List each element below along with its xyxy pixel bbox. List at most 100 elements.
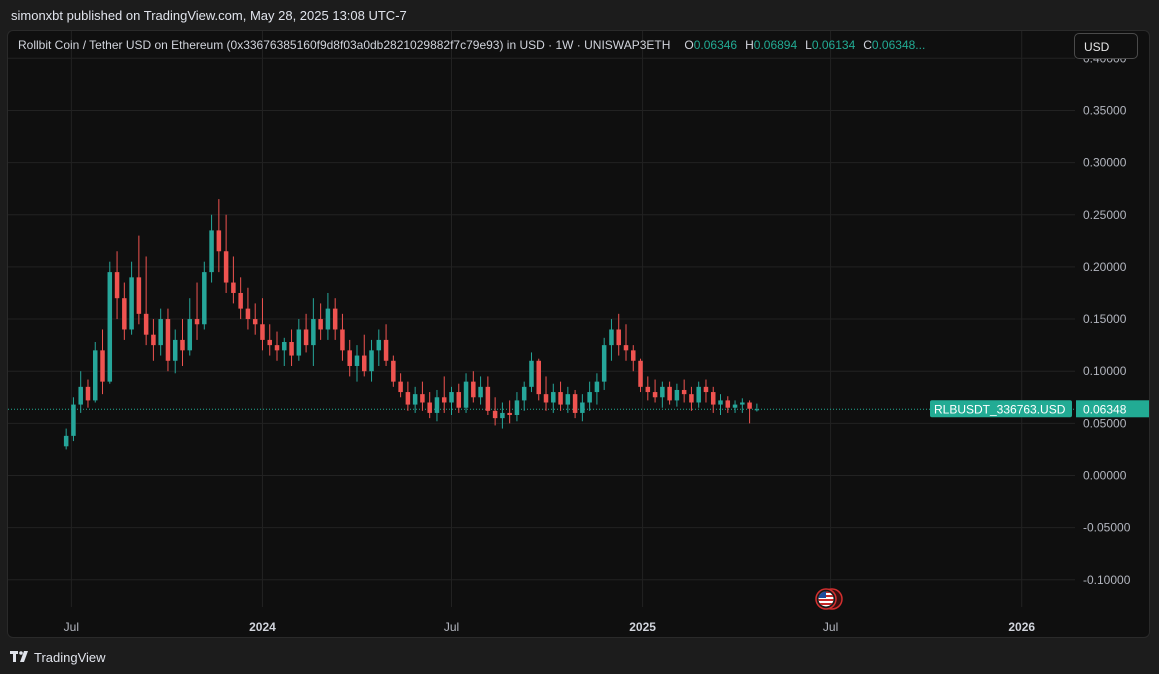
candle[interactable] [551,383,556,413]
candle[interactable] [601,337,607,390]
candle[interactable] [747,400,752,424]
candle[interactable] [434,389,440,422]
candle[interactable] [187,298,193,356]
candle[interactable] [507,400,512,424]
candle[interactable] [543,376,549,411]
candle[interactable] [114,251,120,320]
candle[interactable] [398,373,403,398]
candle[interactable] [71,397,76,442]
candle[interactable] [645,376,651,401]
candle[interactable] [485,376,491,416]
candle[interactable] [107,261,113,384]
candle[interactable] [354,345,360,382]
candle[interactable] [347,339,352,377]
candle[interactable] [463,373,469,413]
candle[interactable] [63,428,69,450]
candle[interactable] [100,329,105,395]
candle[interactable] [340,313,345,361]
candle[interactable] [223,214,229,293]
candle[interactable] [238,277,243,320]
candle[interactable] [362,334,367,377]
us-flag-icon[interactable] [815,588,843,610]
candle[interactable] [514,392,520,422]
candle[interactable] [427,392,432,419]
candles[interactable] [63,199,760,450]
candle[interactable] [710,386,716,413]
candle[interactable] [471,371,476,403]
candle[interactable] [594,373,600,405]
candle[interactable] [78,371,83,413]
candle[interactable] [245,287,251,330]
candle[interactable] [456,383,462,413]
candle[interactable] [609,319,614,361]
candle[interactable] [681,379,687,403]
candle[interactable] [158,308,163,356]
candle[interactable] [151,319,156,361]
candle[interactable] [558,381,563,411]
candle[interactable] [303,313,309,353]
candle[interactable] [412,386,418,413]
candle[interactable] [282,337,287,366]
candle[interactable] [500,402,505,429]
candle[interactable] [616,313,621,356]
candle[interactable] [536,358,542,401]
candle[interactable] [143,256,149,346]
candle[interactable] [652,379,658,403]
candle[interactable] [441,376,447,413]
candle[interactable] [478,376,483,405]
chart-panel[interactable]: 0.400000.350000.300000.250000.200000.150… [7,30,1150,638]
candle[interactable] [521,381,527,411]
candle[interactable] [376,329,382,366]
candle[interactable] [391,355,396,387]
candlestick-chart[interactable]: 0.400000.350000.300000.250000.200000.150… [8,31,1149,637]
candle[interactable] [85,379,91,408]
candle[interactable] [638,358,643,393]
candle[interactable] [165,308,171,372]
candle[interactable] [718,394,723,416]
candle[interactable] [325,292,331,340]
candle[interactable] [696,381,701,408]
candle[interactable] [740,398,745,413]
candle[interactable] [231,256,236,304]
candle[interactable] [689,386,694,411]
candle[interactable] [122,282,127,340]
currency-button[interactable]: USD [1074,33,1138,59]
candle[interactable] [674,383,680,407]
candle[interactable] [703,379,709,403]
candle[interactable] [216,199,222,273]
candle[interactable] [492,397,498,426]
candle[interactable] [529,352,534,393]
candle[interactable] [180,319,185,366]
candle[interactable] [296,319,302,361]
candle[interactable] [369,339,374,382]
candle[interactable] [289,329,294,366]
candle[interactable] [405,381,411,411]
candle[interactable] [565,386,571,413]
candle[interactable] [631,345,636,372]
candle[interactable] [580,394,585,422]
candle[interactable] [420,381,425,411]
candle[interactable] [732,400,738,413]
candle[interactable] [383,324,389,366]
candle[interactable] [209,214,214,283]
candle[interactable] [260,298,265,351]
candle[interactable] [274,331,280,361]
candle[interactable] [332,298,338,340]
candle[interactable] [267,324,272,356]
candle[interactable] [136,235,142,325]
candle[interactable] [252,303,258,335]
candle[interactable] [660,381,665,408]
candle[interactable] [572,389,578,419]
candle[interactable] [129,261,134,335]
candle[interactable] [311,298,316,366]
candle[interactable] [587,381,592,411]
candle[interactable] [172,329,178,374]
candle[interactable] [725,396,731,413]
candle[interactable] [623,324,629,361]
candle[interactable] [318,303,323,340]
candle[interactable] [92,341,98,403]
candle[interactable] [667,381,672,405]
candle[interactable] [202,261,207,330]
candle[interactable] [194,282,200,340]
candle[interactable] [449,386,454,416]
